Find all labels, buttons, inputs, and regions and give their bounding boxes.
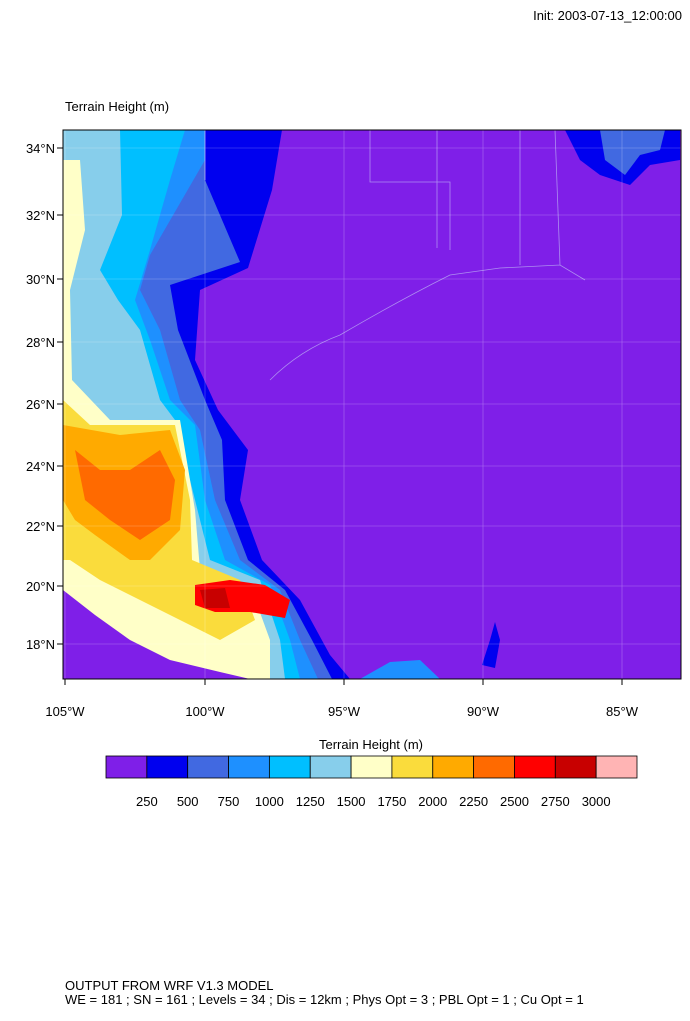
colorbar-label: 2500 bbox=[500, 794, 529, 809]
pacific-ocean bbox=[63, 590, 250, 679]
colorbar-box bbox=[350, 755, 393, 779]
colorbar-box bbox=[514, 755, 556, 779]
colorbar-label: 2000 bbox=[418, 794, 447, 809]
footer-line: WE = 181 ; SN = 161 ; Levels = 34 ; Dis … bbox=[65, 992, 584, 1007]
colorbar: 250 500 750 1000 1250 1500 1750 2000 2250 2500 275… bbox=[105, 755, 638, 809]
terrain-map bbox=[63, 130, 681, 679]
colorbar-box bbox=[595, 755, 638, 779]
colorbar-label: 1750 bbox=[377, 794, 406, 809]
colorbar-box bbox=[309, 755, 352, 779]
colorbar-title: Terrain Height (m) bbox=[319, 737, 423, 752]
lat-label: 28°N bbox=[26, 335, 55, 350]
colorbar-box bbox=[105, 755, 148, 779]
colorbar-box bbox=[391, 755, 434, 779]
lat-label: 34°N bbox=[26, 141, 55, 156]
terrain-band bbox=[200, 588, 230, 608]
lat-label: 32°N bbox=[26, 208, 55, 223]
colorbar-box bbox=[187, 755, 229, 779]
init-time: Init: 2003-07-13_12:00:00 bbox=[533, 8, 682, 23]
terrain-band bbox=[360, 660, 440, 679]
axes: 34°N 32°N 30°N 28°N 26°N 24°N 22°N 20°N 18°N 105°… bbox=[26, 141, 639, 719]
terrain-band bbox=[75, 450, 175, 540]
lon-label: 100°W bbox=[185, 704, 225, 719]
terrain-band bbox=[600, 130, 665, 175]
colorbar-label: 2750 bbox=[541, 794, 570, 809]
colorbar-box bbox=[473, 755, 515, 779]
footer-line: OUTPUT FROM WRF V1.3 MODEL bbox=[65, 978, 274, 993]
lat-label: 22°N bbox=[26, 519, 55, 534]
lon-label: 95°W bbox=[328, 704, 361, 719]
lon-label: 85°W bbox=[606, 704, 639, 719]
colorbar-box bbox=[146, 755, 189, 779]
lat-label: 18°N bbox=[26, 637, 55, 652]
lat-label: 30°N bbox=[26, 272, 55, 287]
colorbar-box bbox=[268, 755, 311, 779]
graticule bbox=[63, 130, 681, 679]
colorbar-label: 1250 bbox=[296, 794, 325, 809]
colorbar-box bbox=[432, 755, 475, 779]
colorbar-label: 2250 bbox=[459, 794, 488, 809]
lon-label: 105°W bbox=[45, 704, 85, 719]
lat-label: 20°N bbox=[26, 579, 55, 594]
lat-label: 26°N bbox=[26, 397, 55, 412]
colorbar-label: 3000 bbox=[582, 794, 611, 809]
colorbar-box bbox=[228, 755, 270, 779]
plot-title: Terrain Height (m) bbox=[65, 99, 169, 114]
colorbar-label: 1500 bbox=[337, 794, 366, 809]
terrain-band bbox=[482, 622, 500, 668]
colorbar-label: 250 bbox=[136, 794, 158, 809]
lat-label: 24°N bbox=[26, 459, 55, 474]
lon-label: 90°W bbox=[467, 704, 500, 719]
colorbar-label: 750 bbox=[218, 794, 240, 809]
colorbar-label: 1000 bbox=[255, 794, 284, 809]
colorbar-label: 500 bbox=[177, 794, 199, 809]
borders bbox=[204, 130, 586, 381]
colorbar-box bbox=[554, 755, 597, 779]
